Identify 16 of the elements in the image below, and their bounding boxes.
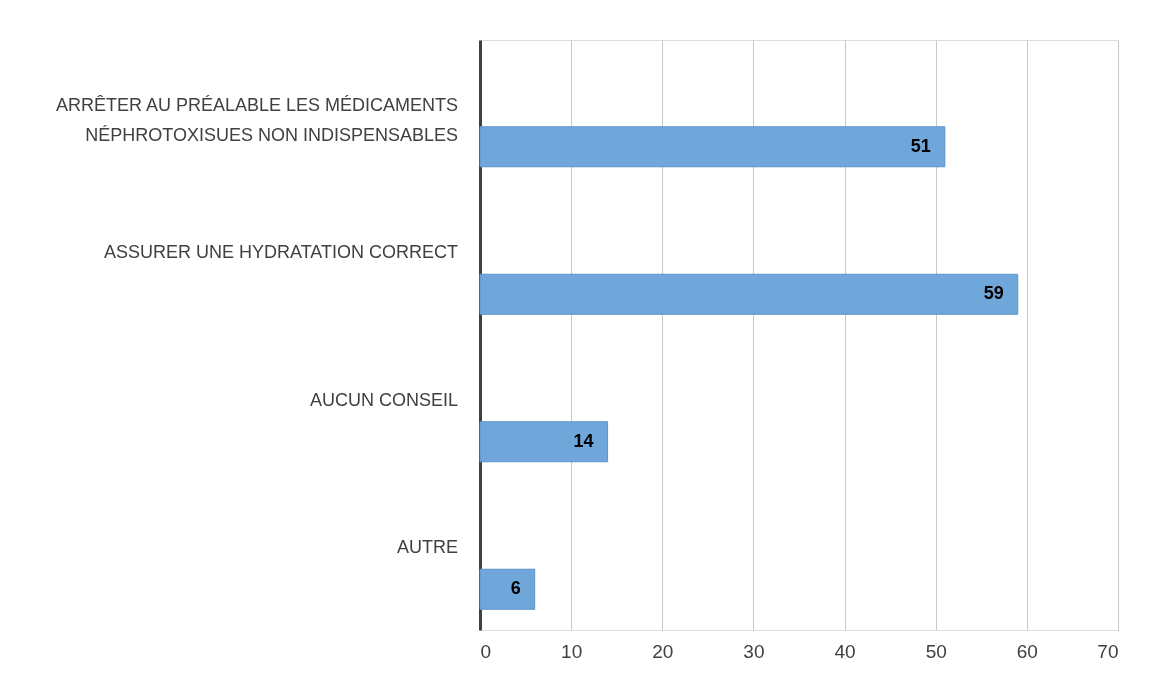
x-tick-label: 70 (1097, 640, 1119, 662)
y-tick-label: AUCUN CONSEIL (309, 389, 458, 410)
x-tick-label: 0 (480, 640, 492, 662)
data-label: 59 (983, 283, 1004, 304)
data-label: 51 (910, 135, 931, 156)
x-tick-label: 30 (743, 640, 765, 662)
x-tick-label: 10 (561, 640, 583, 662)
y-tick-label: AUTRE (396, 537, 458, 558)
x-tick-label: 40 (834, 640, 856, 662)
y-tick-label: ASSURER UNE HYDRATATION CORRECT (103, 242, 458, 263)
y-tick-label: ARRÊTER AU PRÉALABLE LES MÉDICAMENTS NÉPHROTOXISUES NON INDISPENSABLES (55, 94, 458, 145)
x-tick-label: 20 (652, 640, 674, 662)
x-tick-label: 60 (1016, 640, 1038, 662)
data-label: 14 (573, 430, 594, 451)
x-tick-label: 50 (925, 640, 947, 662)
data-label: 6 (510, 578, 521, 599)
